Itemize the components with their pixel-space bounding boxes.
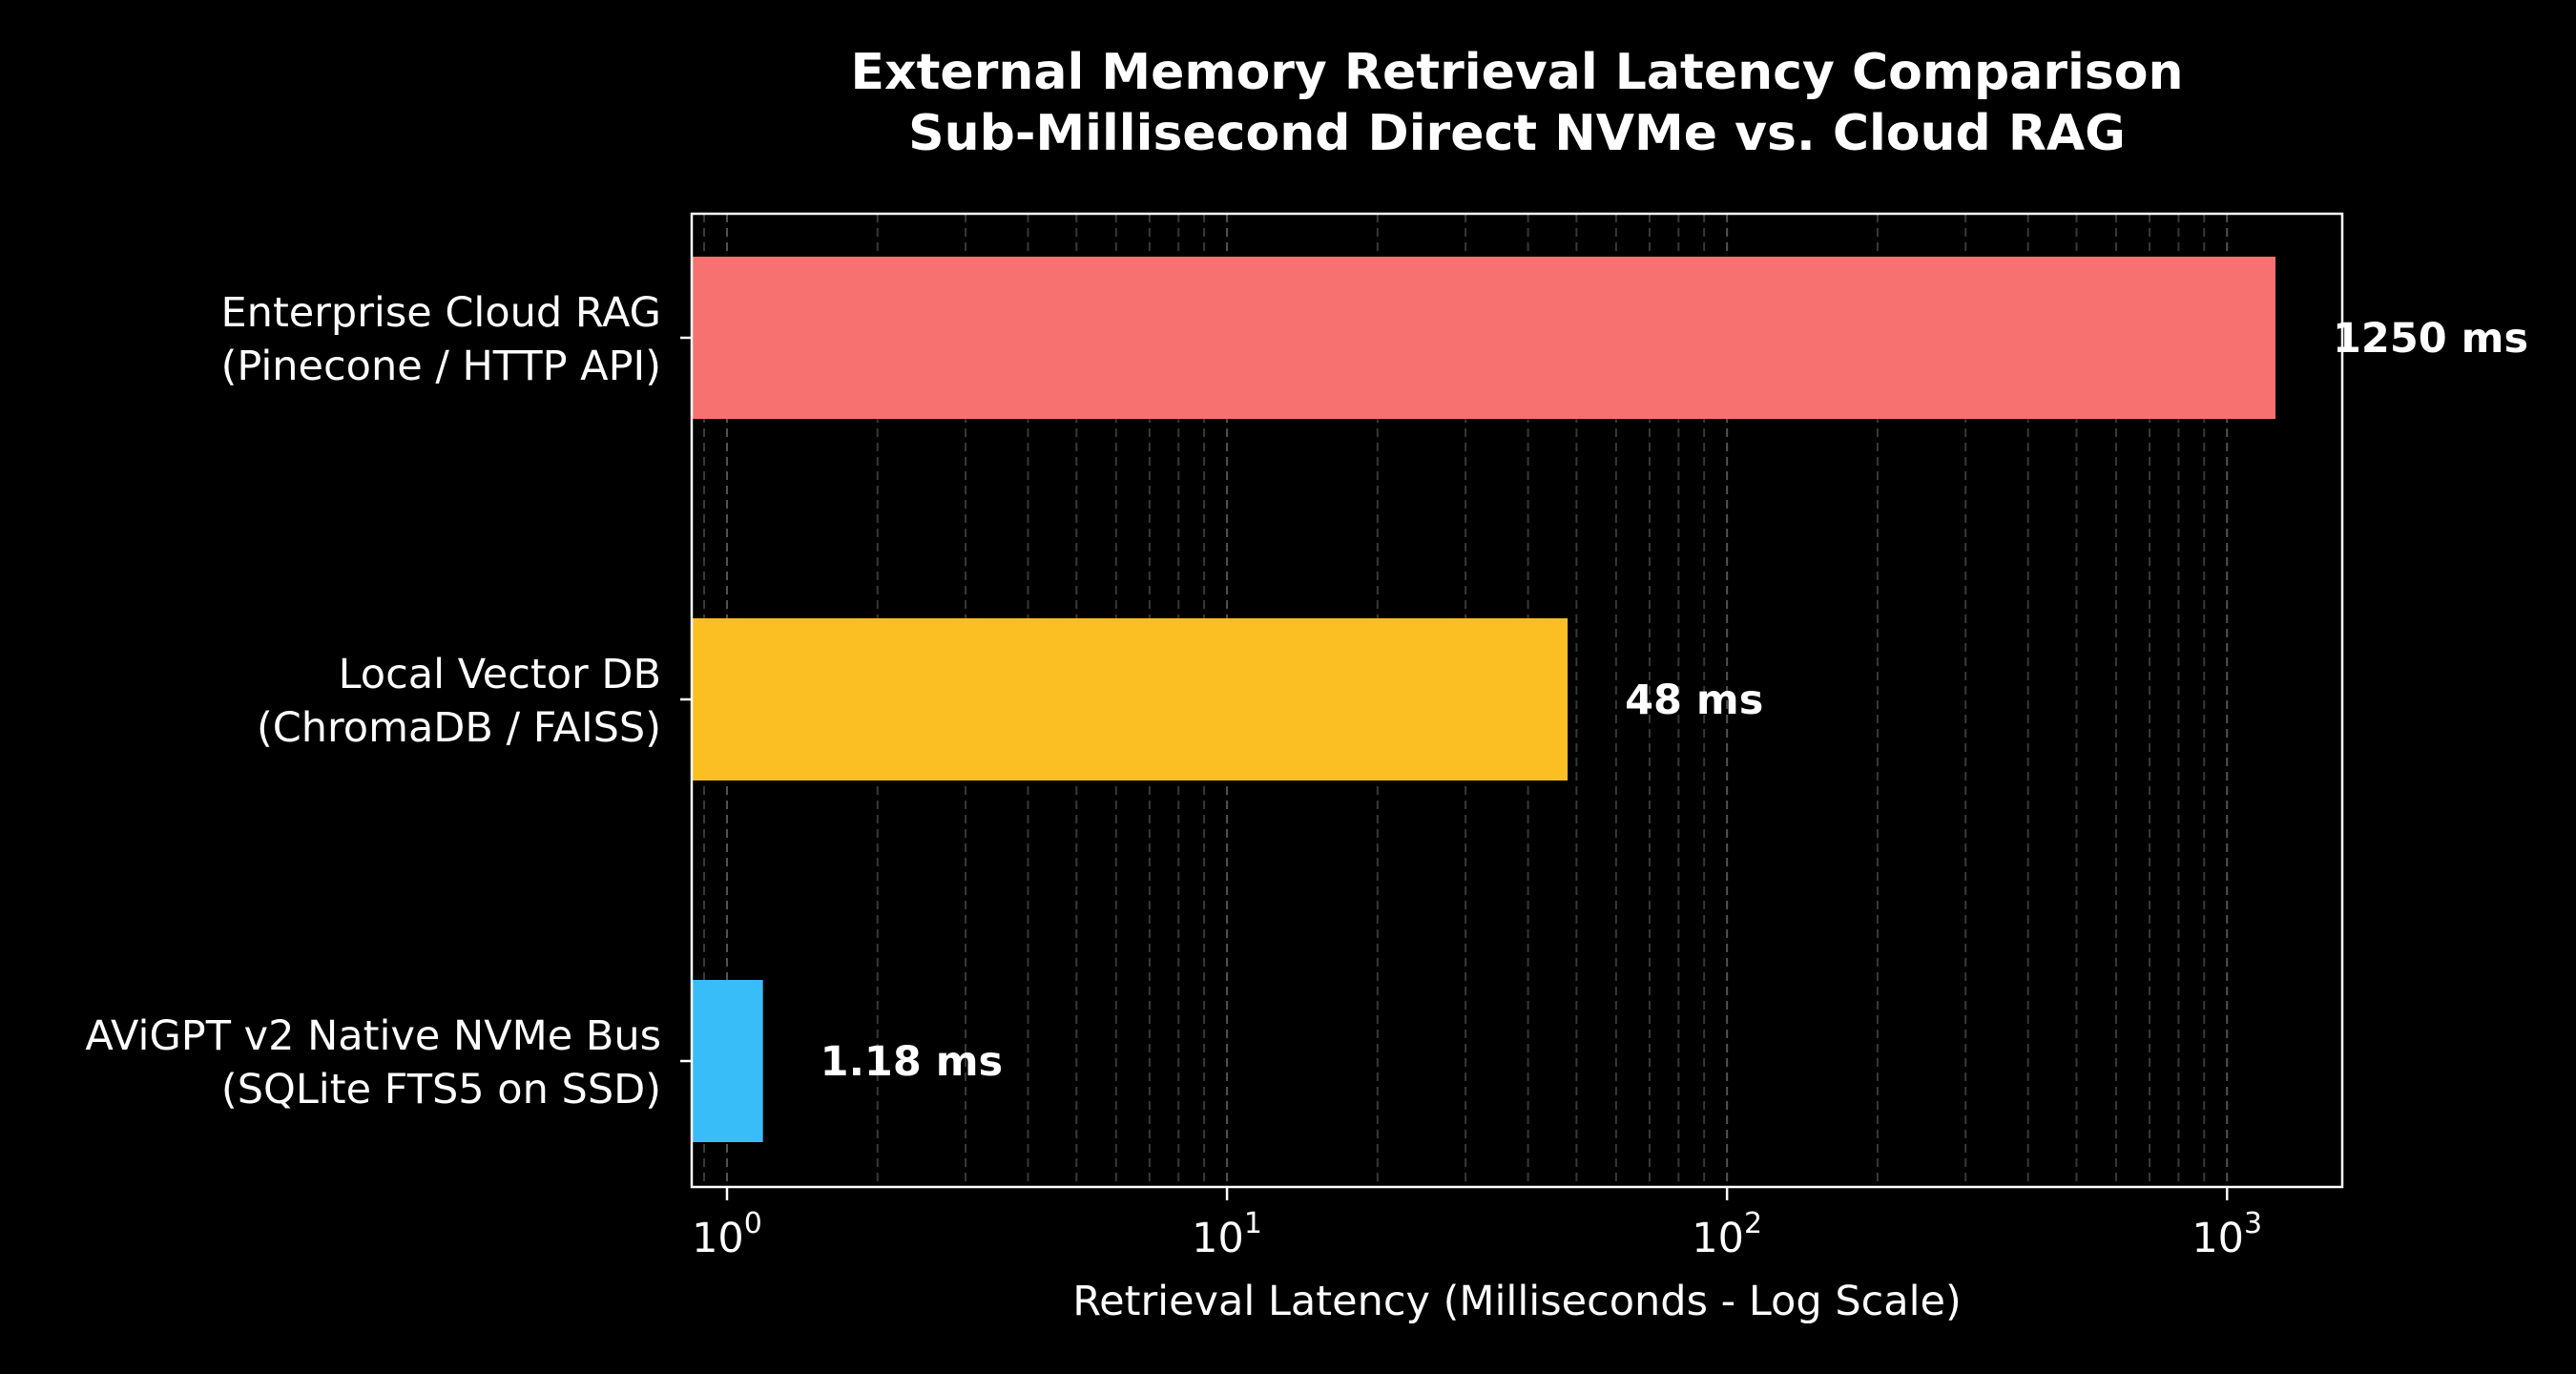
x-tick-label: 100 bbox=[692, 1207, 762, 1262]
value-label: 1250 ms bbox=[2333, 315, 2528, 363]
category-label: Local Vector DB bbox=[339, 651, 661, 698]
labels-group: 1.18 ms AViGPT v2 Native NVMe Bus (SQLite … bbox=[85, 289, 2528, 1262]
plot-frame bbox=[690, 212, 2344, 1189]
category-label: (ChromaDB / FAISS) bbox=[257, 704, 661, 752]
value-label: 1.18 ms bbox=[821, 1038, 1003, 1086]
x-axis-label: Retrieval Latency (Milliseconds - Log Sc… bbox=[1072, 1278, 1962, 1325]
category-label: Enterprise Cloud RAG bbox=[221, 289, 661, 337]
category-label: (Pinecone / HTTP API) bbox=[221, 343, 661, 390]
bars-group bbox=[692, 257, 2276, 1142]
chart-title-line-2: Sub-Millisecond Direct NVMe vs. Cloud RA… bbox=[908, 105, 2126, 162]
bar bbox=[692, 257, 2276, 419]
x-tick-label: 103 bbox=[2192, 1207, 2262, 1262]
category-label: (SQLite FTS5 on SSD) bbox=[221, 1066, 661, 1114]
bar bbox=[692, 980, 763, 1142]
value-label: 48 ms bbox=[1625, 677, 1763, 724]
x-tick-label: 102 bbox=[1692, 1207, 1762, 1262]
category-label: AViGPT v2 Native NVMe Bus bbox=[85, 1012, 661, 1060]
bar bbox=[692, 618, 1568, 781]
chart-title-line-1: External Memory Retrieval Latency Compar… bbox=[851, 44, 2184, 101]
x-tick-label: 101 bbox=[1192, 1207, 1262, 1262]
